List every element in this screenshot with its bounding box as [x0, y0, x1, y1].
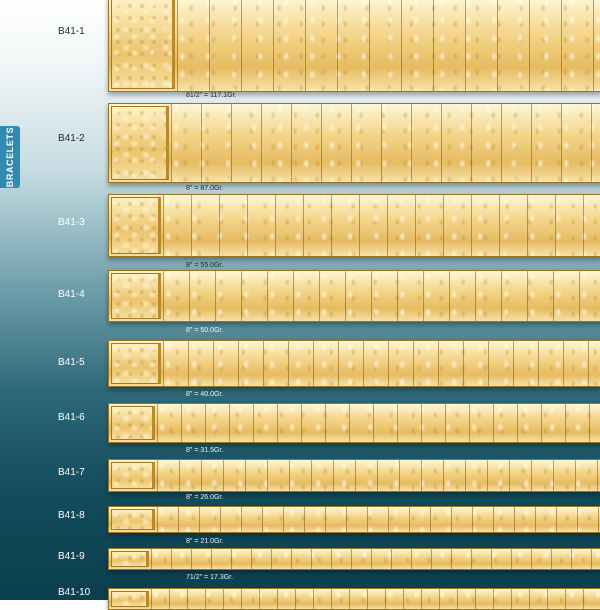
bracelet-image-b41-1[interactable] [108, 0, 600, 92]
bracelet-image-b41-8[interactable] [108, 506, 600, 533]
weight-label-b41-8: 8" = 21.0Gr. [186, 538, 224, 545]
bracelet-image-b41-5[interactable] [108, 340, 600, 387]
bracelet-clasp [111, 406, 155, 440]
bracelets-category-tab[interactable]: BRACELETS [0, 126, 20, 188]
bracelet-clasp [111, 462, 155, 489]
item-code-b41-2: B41-2 [58, 133, 85, 144]
weight-label-b41-9: 71/2" = 17.3Gr. [186, 574, 234, 581]
bracelet-links [157, 404, 600, 442]
item-code-b41-6: B41-6 [58, 412, 85, 423]
weight-label-b41-1: 81/2" = 117.1Gr. [186, 92, 237, 99]
bracelet-links [177, 0, 600, 91]
weight-label-b41-4: 8" = 50.0Gr. [186, 327, 224, 334]
item-code-b41-3: B41-3 [58, 217, 85, 228]
bracelet-clasp [111, 106, 169, 180]
bracelet-links [163, 195, 600, 256]
category-label: BRACELETS [5, 126, 15, 188]
bracelet-image-b41-4[interactable] [108, 270, 600, 322]
bracelet-image-b41-10[interactable] [108, 588, 600, 610]
bracelet-clasp [111, 343, 161, 384]
bracelet-image-b41-3[interactable] [108, 194, 600, 257]
bracelet-links [157, 460, 600, 491]
item-code-b41-10: B41-10 [58, 587, 91, 598]
bracelet-links [171, 104, 600, 182]
bracelet-image-b41-7[interactable] [108, 459, 600, 492]
item-code-b41-7: B41-7 [58, 467, 85, 478]
bracelet-clasp [111, 509, 155, 530]
item-code-b41-1: B41-1 [58, 26, 85, 37]
bracelet-links [151, 549, 600, 569]
bracelet-links [151, 589, 600, 609]
weight-label-b41-3: 8" = 55.0Gr. [186, 262, 224, 269]
bracelet-links [157, 507, 600, 532]
item-code-b41-9: B41-9 [58, 551, 85, 562]
bracelet-links [163, 271, 600, 321]
weight-label-b41-2: 8" = 87.0Gr. [186, 185, 224, 192]
bracelet-image-b41-2[interactable] [108, 103, 600, 183]
item-code-b41-4: B41-4 [58, 289, 85, 300]
bracelet-clasp [111, 273, 161, 319]
bracelet-clasp [111, 197, 161, 254]
bracelet-image-b41-6[interactable] [108, 403, 600, 443]
weight-label-b41-7: 8" = 26.0Gr. [186, 494, 224, 501]
item-code-b41-5: B41-5 [58, 357, 85, 368]
weight-label-b41-5: 8" = 40.0Gr. [186, 391, 224, 398]
bracelet-clasp [111, 0, 175, 89]
bracelet-image-b41-9[interactable] [108, 548, 600, 570]
weight-label-b41-6: 8" = 31.5Gr. [186, 447, 224, 454]
item-code-b41-8: B41-8 [58, 510, 85, 521]
bracelet-clasp [111, 591, 149, 607]
bracelet-clasp [111, 551, 149, 567]
bracelet-links [163, 341, 600, 386]
